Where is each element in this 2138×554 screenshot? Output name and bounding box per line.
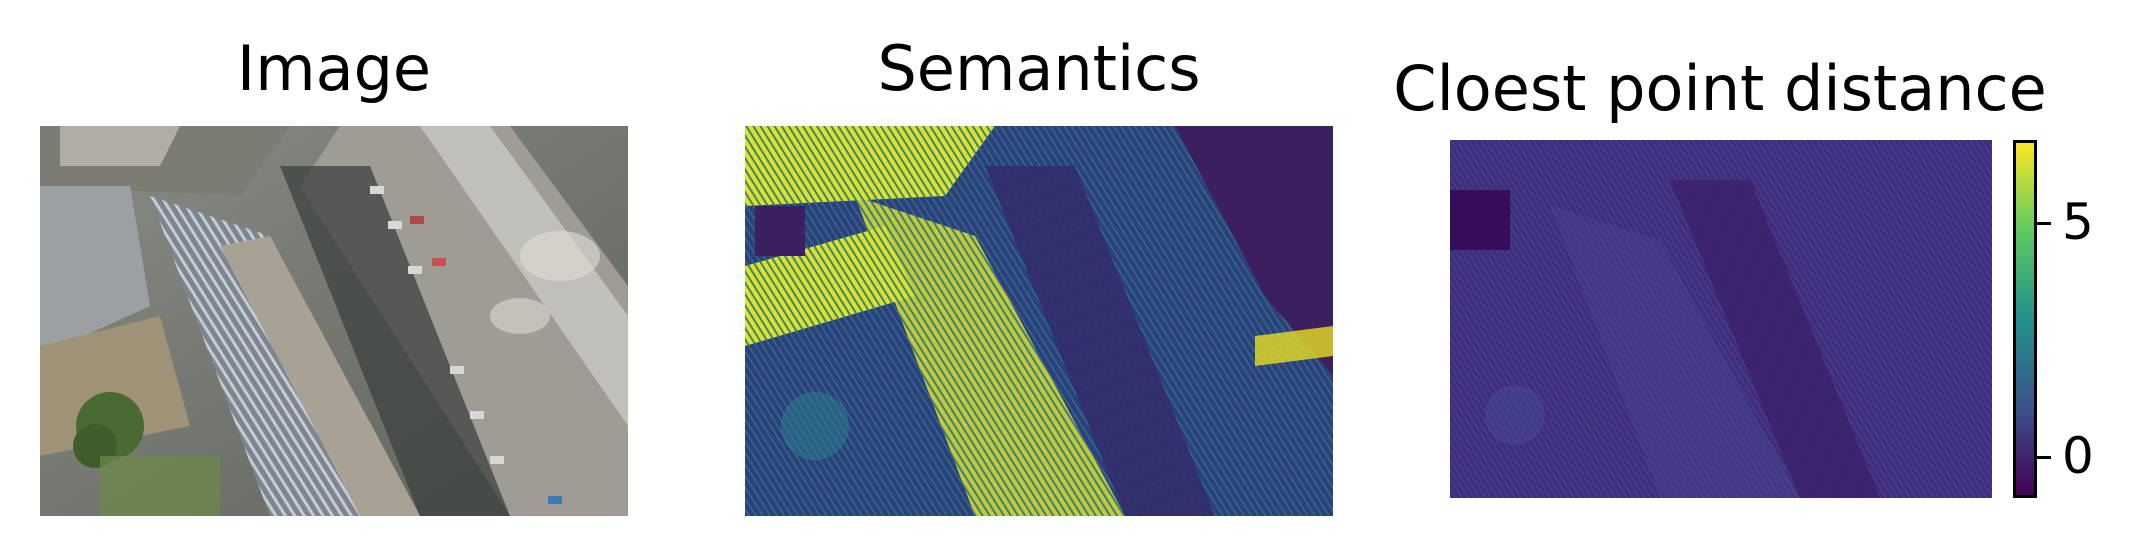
colorbar-tick-0 [2037,456,2051,459]
colorbar-tick-5 [2037,222,2051,225]
colorbar-label-0: 0 [2062,427,2094,485]
colorbar [2013,140,2037,498]
distance-panel-title: Cloest point distance [1393,52,2047,125]
semantics-panel-title: Semantics [877,32,1201,105]
distance-map [1450,140,1992,498]
image-panel-title: Image [236,32,432,105]
aerial-image [40,126,628,516]
semantics-map [745,126,1333,516]
colorbar-label-5: 5 [2062,193,2094,251]
